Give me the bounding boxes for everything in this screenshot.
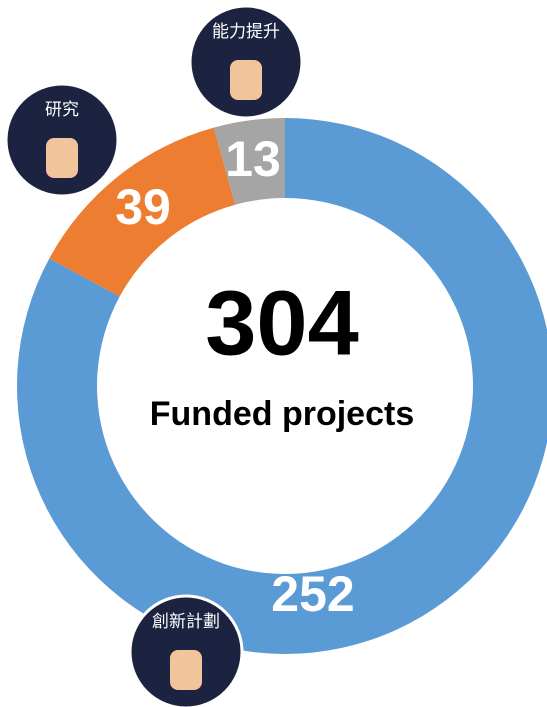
icon-label: 研究 — [45, 100, 79, 120]
data-label: 13 — [225, 131, 281, 187]
donut-slice — [49, 127, 236, 297]
icon-hand — [230, 60, 262, 100]
data-label: 252 — [271, 566, 354, 622]
category-icon: 能力提升 — [188, 4, 304, 120]
center-label: Funded projects — [150, 395, 414, 433]
category-icon: 研究 — [4, 82, 120, 198]
icon-hand — [170, 650, 202, 690]
donut — [17, 118, 547, 654]
center-value: 304 — [205, 272, 359, 374]
icon-label: 能力提升 — [212, 22, 280, 42]
icons: 創新計劃 研究 能力提升 — [4, 4, 304, 707]
donut-slice — [213, 118, 285, 205]
icon-label: 創新計劃 — [152, 612, 220, 632]
donut-slice — [17, 118, 547, 654]
category-icon: 創新計劃 — [128, 594, 244, 707]
icon-hand — [46, 138, 78, 178]
data-label: 39 — [115, 179, 171, 235]
